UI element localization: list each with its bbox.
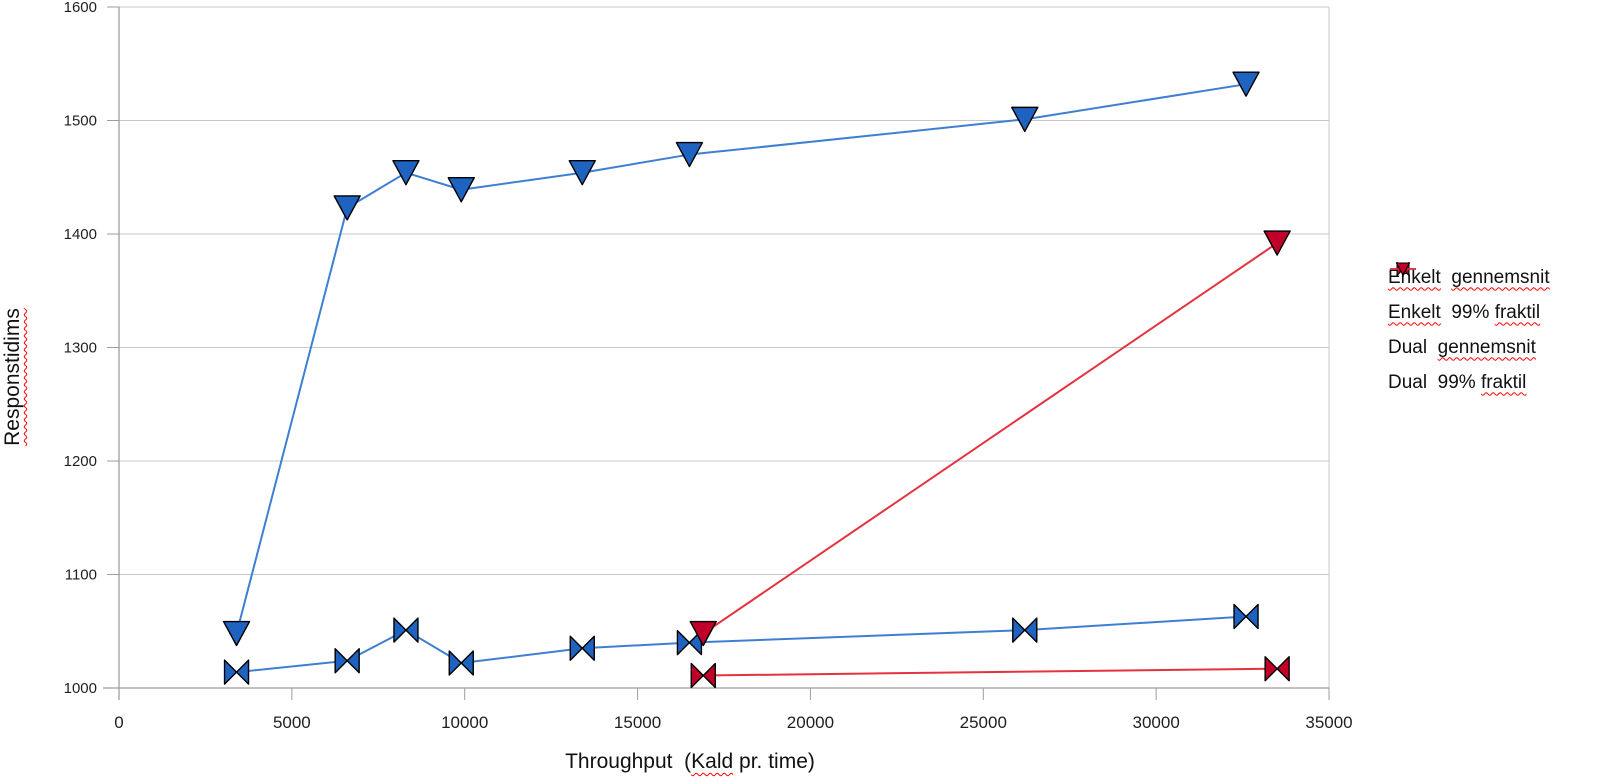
text-segment-misspelled: Responstidims (1, 308, 24, 446)
data-point-marker (689, 620, 717, 647)
legend-label: Dual gennemsnit (1388, 337, 1536, 359)
text-segment-misspelled: fraktil (1480, 371, 1527, 393)
data-point-marker (333, 195, 361, 221)
x-tick-label: 10000 (441, 713, 488, 732)
text-segment-misspelled: Enkelt (1388, 301, 1441, 323)
text-segment-misspelled: gennemsnit (1451, 266, 1550, 288)
series-line-2 (235, 83, 1247, 634)
data-point-marker (448, 650, 474, 676)
data-point-marker (1233, 603, 1259, 630)
data-point-marker (1232, 71, 1260, 97)
text-segment (1427, 337, 1438, 358)
legend-label: Enkelt 99% fraktil (1388, 302, 1540, 324)
y-tick-label: 1300 (64, 340, 97, 357)
x-axis-title: Throughput (Kald pr. time) (85, 750, 1295, 774)
text-segment: Dual (1388, 336, 1428, 358)
text-segment-misspelled: gennemsnit (1437, 336, 1536, 358)
legend-item-dual-gennemsnit[interactable]: Dual gennemsnit (1388, 262, 1550, 365)
data-point-marker (222, 620, 251, 647)
data-point-marker (568, 160, 596, 186)
x-tick-label: 20000 (787, 713, 834, 732)
text-segment: Throughput ( (565, 750, 692, 773)
x-tick-label: 30000 (1133, 713, 1180, 732)
text-segment: Dual (1388, 371, 1428, 393)
data-point-marker (392, 160, 420, 186)
text-segment: 99% (1440, 301, 1495, 323)
data-point-marker (690, 662, 716, 689)
legend-key-marker (1396, 262, 1410, 276)
data-point-marker (675, 141, 704, 168)
triangle-down-marker-icon (1390, 262, 1416, 276)
legend-item-dual-99-fraktil[interactable]: Dual 99% fraktil (1388, 262, 1550, 400)
y-tick-label: 1200 (64, 453, 97, 470)
data-point-marker (569, 635, 595, 661)
y-tick-label: 1000 (64, 680, 97, 697)
y-tick-label: 1500 (64, 113, 97, 130)
y-tick-label: 1400 (64, 226, 97, 243)
text-segment-misspelled: Kald (691, 750, 734, 773)
data-point-marker (447, 177, 475, 203)
data-point-marker (334, 648, 360, 674)
legend-item-enkelt-99-fraktil[interactable]: Enkelt 99% fraktil (1388, 262, 1550, 330)
data-point-marker (223, 659, 250, 685)
series-line-1 (236, 615, 1247, 674)
series-line-4 (702, 242, 1278, 635)
data-point-marker (1263, 230, 1291, 256)
x-tick-label: 5000 (273, 713, 311, 732)
text-segment: 99% (1427, 371, 1481, 393)
text-segment (1441, 267, 1452, 288)
data-point-marker (1264, 656, 1290, 682)
data-point-marker (393, 617, 419, 643)
x-tick-label: 25000 (960, 713, 1007, 732)
y-tick-label: 1100 (65, 567, 97, 584)
x-tick-label: 0 (114, 713, 123, 732)
text-segment-misspelled: fraktil (1494, 301, 1541, 323)
series-line-3 (703, 667, 1278, 677)
y-axis-title: Responstidims (1, 297, 25, 457)
text-segment: pr. time) (733, 750, 815, 773)
legend-label: Dual 99% fraktil (1388, 372, 1526, 394)
legend: Enkelt gennemsnit Enkelt 99% fraktil Dual … (1388, 260, 1550, 400)
x-tick-label: 35000 (1305, 713, 1352, 732)
x-tick-label: 15000 (614, 713, 661, 732)
data-point-marker (1011, 106, 1039, 133)
y-tick-label: 1600 (64, 0, 97, 16)
data-point-marker (1012, 617, 1038, 643)
